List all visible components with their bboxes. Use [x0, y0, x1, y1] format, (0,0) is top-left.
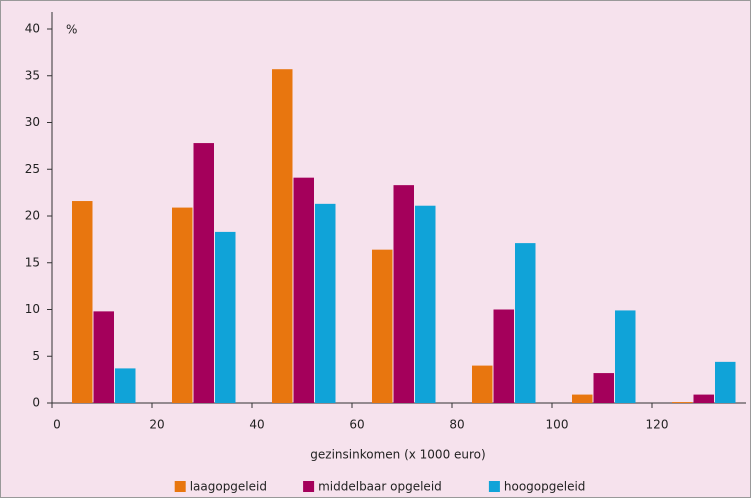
bar	[93, 311, 114, 403]
legend-label: laagopgeleid	[190, 480, 267, 494]
bar	[115, 368, 136, 403]
bar	[493, 309, 514, 403]
y-tick-label: 0	[32, 396, 40, 410]
y-tick-label: 20	[25, 209, 40, 223]
bar	[293, 177, 314, 403]
y-tick-label: 15	[25, 255, 40, 269]
x-tick-label: 80	[449, 418, 464, 432]
bar	[615, 310, 636, 403]
bar	[315, 203, 336, 403]
y-tick-label: 30	[25, 115, 40, 129]
y-tick-label: 25	[25, 162, 40, 176]
y-tick-label: 40	[25, 22, 40, 36]
x-tick-label: 120	[646, 418, 669, 432]
x-tick-label: 20	[149, 418, 164, 432]
bar	[672, 402, 693, 403]
bar	[415, 205, 436, 403]
bar	[372, 249, 393, 403]
legend-swatch	[303, 481, 315, 492]
bar	[215, 231, 236, 403]
bar	[393, 185, 414, 403]
bar	[72, 201, 93, 403]
x-axis-label: gezinsinkomen (x 1000 euro)	[310, 448, 485, 462]
bar	[472, 365, 493, 403]
x-tick-label: 60	[349, 418, 364, 432]
bar	[515, 243, 536, 403]
legend-label: hoogopgeleid	[504, 480, 586, 494]
x-tick-label: 40	[249, 418, 264, 432]
y-tick-label: 35	[25, 68, 40, 82]
bar	[172, 207, 193, 403]
y-unit: %	[66, 23, 77, 37]
legend-swatch	[488, 481, 500, 492]
bar	[193, 143, 214, 403]
bar	[693, 394, 714, 403]
legend-label: middelbaar opgeleid	[318, 480, 442, 494]
legend-swatch	[174, 481, 186, 492]
y-tick-label: 5	[32, 349, 40, 363]
bar	[593, 373, 614, 403]
bar	[715, 361, 736, 403]
x-tick-label: 100	[546, 418, 569, 432]
x-tick-label: 0	[53, 418, 61, 432]
y-tick-label: 10	[25, 302, 40, 316]
bar	[272, 69, 293, 403]
bar	[572, 394, 593, 403]
